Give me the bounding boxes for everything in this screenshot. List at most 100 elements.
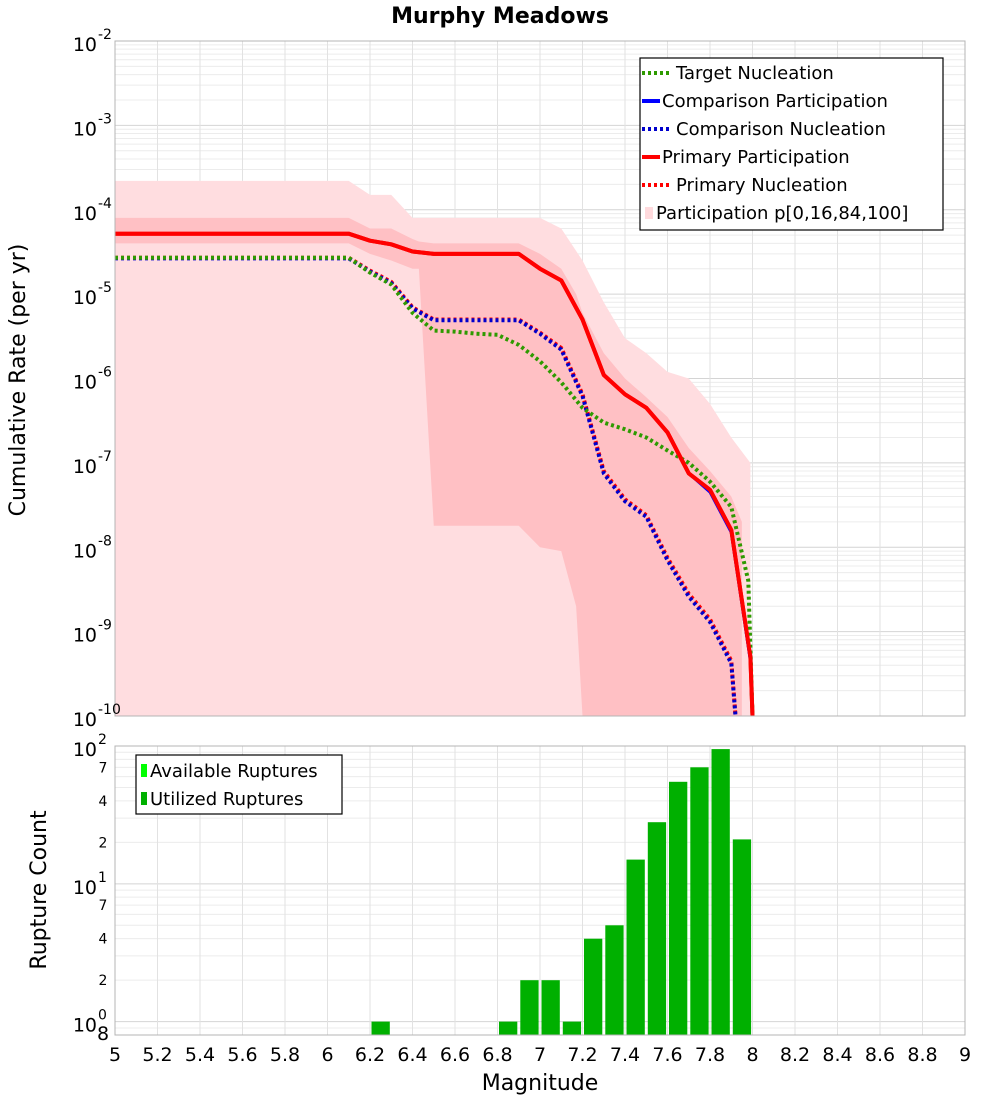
bottom-y-minor-tick-label: 2 <box>99 973 108 989</box>
top-legend-item: Comparison Participation <box>642 91 888 112</box>
x-tick-label: 6.8 <box>482 1044 512 1066</box>
bar <box>371 1021 390 1035</box>
top-y-tick-exponent: -2 <box>98 27 112 43</box>
x-tick-label: 6.6 <box>440 1044 470 1066</box>
bottom-y-tick-base: 10 <box>73 877 97 899</box>
top-y-tick-exponent: -3 <box>98 111 112 127</box>
x-tick-label: 7 <box>534 1044 546 1066</box>
series-line-comparison-nucleation <box>115 256 738 717</box>
top-legend-item: Primary Participation <box>642 147 850 168</box>
bottom-y-major-tick-label: 10 0 <box>73 1008 107 1037</box>
bottom-y-tick-base: 10 <box>73 739 97 761</box>
top-y-tick-labels: 10-210-310-410-510-610-710-810-910-10 <box>73 27 121 731</box>
top-y-tick-label: 10 -9 <box>73 618 112 647</box>
bottom-y-tick-exponent: 0 <box>98 1008 107 1024</box>
top-legend-item: Primary Nucleation <box>642 175 848 196</box>
x-tick-labels: 5 5.2 5.4 5.6 5.8 6 6.2 6.4 6.6 6.8 7 7.2 7.4 7.6 7.8 8… <box>109 1044 971 1066</box>
bar <box>499 1021 518 1035</box>
bottom-y-minor-tick-label: 7 <box>99 898 108 914</box>
series-line-primary-nucleation <box>115 255 738 717</box>
top-y-tick-base: 10 <box>73 203 97 225</box>
x-tick-label: 5.4 <box>185 1044 215 1066</box>
top-legend: Target Nucleation Comparison Participatio… <box>639 57 944 231</box>
top-legend-box <box>639 57 944 231</box>
top-y-tick-base: 10 <box>73 540 97 562</box>
legend-label: Utilized Ruptures <box>150 789 303 810</box>
top-y-axis-label: Cumulative Rate (per yr) <box>6 244 31 517</box>
bottom-legend-item: Utilized Ruptures <box>141 789 303 810</box>
legend-label: Comparison Nucleation <box>676 119 886 140</box>
bottom-y-minor-tick-label: 4 <box>99 794 108 810</box>
top-y-tick-exponent: -8 <box>98 533 112 549</box>
top-y-tick-base: 10 <box>73 456 97 478</box>
bottom-y-minor-tick-label: 2 <box>99 835 108 851</box>
band-p16-p84 <box>115 217 742 716</box>
x-tick-label: 6.2 <box>355 1044 385 1066</box>
legend-label: Primary Nucleation <box>676 175 848 196</box>
top-legend-item: Participation p[0,16,84,100] <box>645 203 908 224</box>
x-tick-label: 7.6 <box>652 1044 682 1066</box>
bar <box>647 822 667 1035</box>
x-tick-label: 7.4 <box>610 1044 640 1066</box>
top-y-tick-label: 10 -4 <box>73 196 112 225</box>
top-y-tick-base: 10 <box>73 709 97 731</box>
series-line-primary-participation-overlay <box>115 231 755 717</box>
x-tick-label: 5.2 <box>142 1044 172 1066</box>
x-tick-label: 8.6 <box>865 1044 895 1066</box>
top-legend-item: Target Nucleation <box>642 63 834 84</box>
top-bands <box>115 180 751 716</box>
bottom-y-minor-tick-label: 8 <box>97 1023 109 1045</box>
bar <box>562 1021 582 1035</box>
top-y-tick-label: 10 -7 <box>73 449 112 478</box>
bar <box>669 781 688 1035</box>
bottom-y-major-tick-label: 10 1 <box>73 870 107 899</box>
x-axis-label: Magnitude <box>482 1071 599 1096</box>
bar <box>605 925 624 1035</box>
x-tick-label: 6.4 <box>397 1044 427 1066</box>
bottom-legend: Available Ruptures Utilized Ruptures <box>135 754 343 815</box>
top-y-tick-label: 10 -10 <box>73 702 121 731</box>
legend-label: Comparison Participation <box>662 91 888 112</box>
top-y-tick-base: 10 <box>73 625 97 647</box>
legend-swatch <box>141 764 147 777</box>
legend-label: Target Nucleation <box>675 63 834 84</box>
series-line-target-nucleation <box>115 255 755 717</box>
bar <box>690 767 709 1035</box>
top-y-tick-label: 10 -5 <box>73 280 112 309</box>
bottom-y-minor-tick-label: 7 <box>99 760 108 776</box>
top-y-tick-base: 10 <box>73 118 97 140</box>
top-y-tick-label: 10 -8 <box>73 533 112 562</box>
bar <box>520 980 539 1035</box>
x-tick-label: 8.4 <box>822 1044 852 1066</box>
top-y-tick-label: 10 -2 <box>73 27 112 56</box>
x-tick-label: 5.6 <box>227 1044 257 1066</box>
bottom-y-minor-tick-label: 4 <box>99 932 108 948</box>
x-tick-label: 7.2 <box>567 1044 597 1066</box>
x-tick-label: 9 <box>959 1044 971 1066</box>
bar <box>541 980 560 1035</box>
top-y-tick-label: 10 -6 <box>73 365 112 394</box>
legend-swatch <box>141 792 147 805</box>
bottom-legend-box <box>135 754 343 815</box>
bar <box>584 938 603 1035</box>
bottom-y-axis-label: Rupture Count <box>27 810 52 970</box>
legend-label: Participation p[0,16,84,100] <box>656 203 908 224</box>
x-tick-label: 6 <box>321 1044 333 1066</box>
top-legend-item: Comparison Nucleation <box>642 119 886 140</box>
top-y-tick-exponent: -10 <box>98 702 121 718</box>
bottom-bars <box>371 749 752 1035</box>
bottom-y-tick-exponent: 2 <box>98 732 107 748</box>
x-tick-label: 8.8 <box>907 1044 937 1066</box>
x-tick-label: 7.8 <box>695 1044 725 1066</box>
top-y-tick-base: 10 <box>73 287 97 309</box>
x-tick-label: 5.8 <box>270 1044 300 1066</box>
bar <box>626 859 645 1035</box>
bottom-plot-frame <box>114 745 966 1036</box>
x-tick-label: 8.2 <box>780 1044 810 1066</box>
legend-label: Available Ruptures <box>150 761 318 782</box>
bar <box>711 749 730 1035</box>
chart-title: Murphy Meadows <box>391 4 609 29</box>
top-y-tick-base: 10 <box>73 372 97 394</box>
top-y-tick-exponent: -4 <box>98 196 112 212</box>
